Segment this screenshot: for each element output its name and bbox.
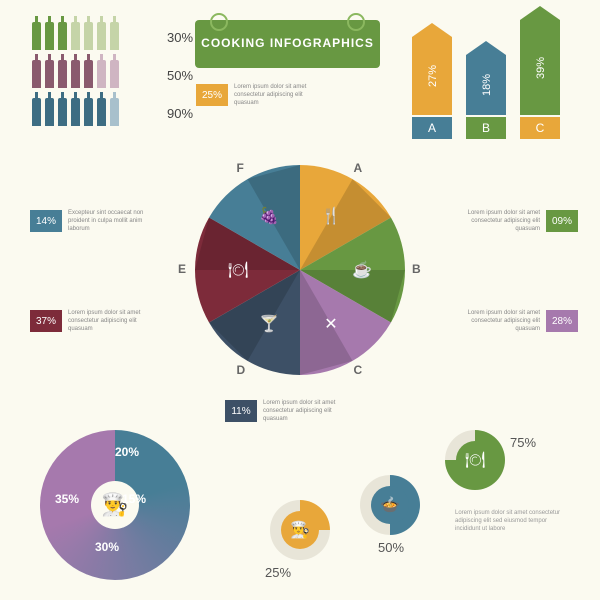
pie-pct: 15% <box>122 492 146 506</box>
bottle-icon <box>110 98 119 126</box>
pie-pct: 30% <box>95 540 119 554</box>
bottle-icon <box>71 60 80 88</box>
bottle-icon <box>45 22 54 50</box>
bottle-icon <box>32 98 41 126</box>
ring-description: Lorem ipsum dolor sit amet consectetur a… <box>455 510 565 533</box>
arrow-B: 18% B <box>466 55 506 139</box>
info-block: 14% Excepteur sint occaecat non proident … <box>30 210 158 233</box>
bottle-icon <box>71 98 80 126</box>
pie-pct: 20% <box>115 445 139 459</box>
info-badge: 11% <box>225 400 257 422</box>
ring-chart: 🍽75% <box>445 430 505 490</box>
arrow-label: B <box>466 117 506 139</box>
info-text: Lorem ipsum dolor sit amet consectetur a… <box>263 400 353 423</box>
hex-icon-F: 🍇 <box>254 201 284 231</box>
hex-label-A: A <box>354 161 363 175</box>
arrow-label: C <box>520 117 560 139</box>
ring-pct: 25% <box>265 565 291 580</box>
info-text: Lorem ipsum dolor sit amet consectetur a… <box>450 310 540 333</box>
info-badge: 25% <box>196 84 228 106</box>
info-block: 25% Lorem ipsum dolor sit amet consectetu… <box>196 84 324 107</box>
bottle-row <box>32 22 119 50</box>
ring-icon: 🍽 <box>456 441 494 479</box>
hex-icon-C: ✕ <box>316 309 346 339</box>
bottle-row <box>32 60 119 88</box>
bottle-icon <box>84 98 93 126</box>
info-block: Lorem ipsum dolor sit amet consectetur a… <box>450 310 578 333</box>
bottle-icon <box>110 22 119 50</box>
hex-label-C: C <box>354 363 363 377</box>
arrow-A: 27% A <box>412 37 452 139</box>
bottle-row <box>32 98 119 126</box>
hex-icon-A: 🍴 <box>316 201 346 231</box>
hex-label-F: F <box>237 161 244 175</box>
ring-icon: 👨‍🍳 <box>281 511 319 549</box>
hex-label-D: D <box>237 363 246 377</box>
arrow-pct: 18% <box>481 74 493 96</box>
bottle-icon <box>97 98 106 126</box>
hex-icon-D: 🍸 <box>254 309 284 339</box>
info-badge: 37% <box>30 310 62 332</box>
bottles-chart: 30%50%90% <box>32 22 119 136</box>
bottle-pct: 30% <box>167 30 193 45</box>
arrow-pct: 39% <box>535 56 547 78</box>
arrow-pct: 27% <box>427 65 439 87</box>
bottle-pct: 50% <box>167 68 193 83</box>
info-badge: 14% <box>30 210 62 232</box>
hex-label-E: E <box>178 262 186 276</box>
bottle-icon <box>32 22 41 50</box>
bottle-icon <box>84 60 93 88</box>
ring-pct: 50% <box>378 540 404 555</box>
info-text: Lorem ipsum dolor sit amet consectetur a… <box>68 310 158 333</box>
bottle-icon <box>58 98 67 126</box>
bottle-icon <box>71 22 80 50</box>
ring-chart: 👨‍🍳25% <box>270 500 330 560</box>
hex-icon-B: ☕ <box>347 255 377 285</box>
bottle-icon <box>110 60 119 88</box>
bottle-icon <box>97 60 106 88</box>
bottle-icon <box>84 22 93 50</box>
info-text: Lorem ipsum dolor sit amet consectetur a… <box>234 84 324 107</box>
arrow-label: A <box>412 117 452 139</box>
title-banner: COOKING INFOGRAPHICS <box>195 20 380 68</box>
hex-icon-E: 🍽 <box>223 255 253 285</box>
info-text: Excepteur sint occaecat non proident in … <box>68 210 158 233</box>
ring-icon: 🍲 <box>371 486 409 524</box>
info-block: Lorem ipsum dolor sit amet consectetur a… <box>450 210 578 233</box>
bottle-icon <box>45 60 54 88</box>
info-block: 37% Lorem ipsum dolor sit amet consectetu… <box>30 310 158 333</box>
title-text: COOKING INFOGRAPHICS <box>201 36 374 52</box>
bottle-icon <box>58 22 67 50</box>
hex-label-B: B <box>412 262 421 276</box>
ring-chart: 🍲50% <box>360 475 420 535</box>
info-text: Lorem ipsum dolor sit amet consectetur a… <box>450 210 540 233</box>
pie-pct: 35% <box>55 492 79 506</box>
ring-pct: 75% <box>510 435 536 450</box>
hex-chart: A 🍴 B ☕ C ✕ D 🍸 E 🍽 F 🍇 <box>180 150 420 390</box>
arrow-C: 39% C <box>520 20 560 139</box>
bottle-icon <box>97 22 106 50</box>
bottle-icon <box>58 60 67 88</box>
small-pie: 👨‍🍳 20%35%15%30% <box>40 430 190 580</box>
bottle-pct: 90% <box>167 106 193 121</box>
info-badge: 09% <box>546 210 578 232</box>
info-badge: 28% <box>546 310 578 332</box>
arrows-chart: 27% A 18% B 39% C <box>412 20 560 139</box>
bottle-icon <box>45 98 54 126</box>
info-block: 11% Lorem ipsum dolor sit amet consectetu… <box>225 400 353 423</box>
bottle-icon <box>32 60 41 88</box>
